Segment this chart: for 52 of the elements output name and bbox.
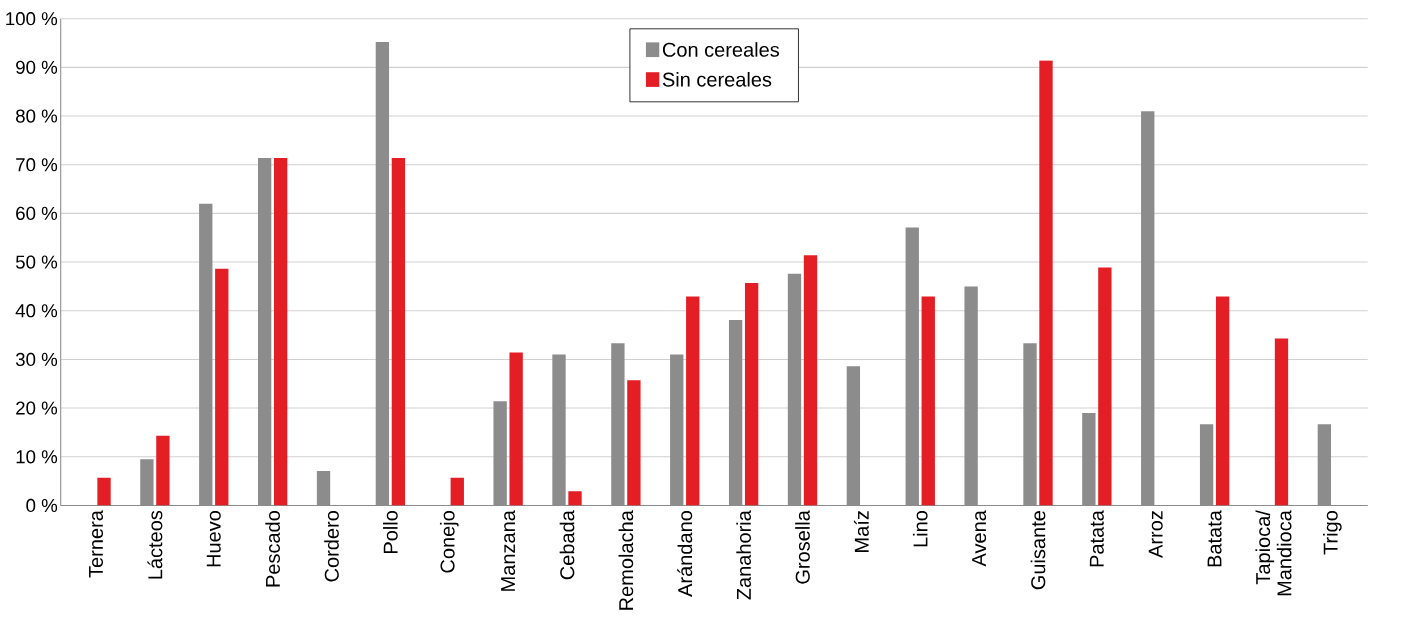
y-tick-label: 90 %	[16, 60, 58, 75]
x-tick-label: Ternera	[89, 510, 103, 578]
bar	[1039, 60, 1053, 506]
y-tick-label: 50 %	[15, 255, 58, 269]
bar	[921, 296, 935, 506]
y-tick-label: 40 %	[15, 304, 58, 318]
bar	[273, 157, 288, 506]
x-tick-label: Arroz	[1148, 511, 1163, 559]
bar	[744, 283, 759, 506]
x-tick-label: Pollo	[383, 511, 398, 554]
x-tick-label: Maíz	[853, 511, 869, 552]
x-tick-label: Zanahoria	[736, 510, 751, 600]
bar	[627, 380, 641, 506]
bar	[215, 268, 229, 506]
y-tick-label: 20 %	[16, 401, 58, 415]
x-tick-label: Manzana	[501, 510, 516, 591]
x-tick-label: Lino	[912, 511, 928, 547]
bar	[509, 352, 523, 506]
y-tick-label: 80 %	[16, 109, 58, 123]
x-tick-label: Cordero	[324, 511, 339, 582]
bar	[803, 255, 818, 506]
x-tick-label: Grosella	[795, 510, 810, 584]
x-tick-label: Conejo	[439, 511, 459, 573]
bar	[97, 477, 111, 506]
legend-label: Sin cereales	[662, 72, 772, 87]
x-tick-label: Cebada	[559, 510, 575, 580]
x-tick-label: Avena	[972, 510, 987, 567]
y-tick-label: 30 %	[15, 352, 58, 367]
bar	[686, 296, 700, 506]
x-tick-label: Patata	[1089, 510, 1104, 567]
y-tick-label: 10 %	[16, 450, 58, 464]
y-tick-label: 70 %	[16, 158, 58, 172]
x-tick-label: Trigo	[1323, 511, 1342, 555]
x-tick-label: Remolacha	[618, 510, 634, 610]
bar	[391, 157, 406, 506]
x-tick-label: Guisante	[1030, 511, 1046, 590]
x-tick-label: Tapioca/ Mandioca	[1255, 510, 1292, 596]
x-tick-label: Pescado	[265, 511, 280, 587]
y-tick-label: 60 %	[16, 206, 58, 221]
x-tick-label: Batata	[1207, 510, 1222, 567]
bar	[156, 435, 170, 506]
y-tick-label: 100 %	[6, 12, 58, 26]
bar	[450, 477, 464, 506]
x-tick-label: Huevo	[206, 511, 221, 567]
bar	[568, 491, 582, 506]
x-tick-label: Lácteos	[147, 511, 163, 579]
x-tick-label: Arándano	[677, 511, 693, 597]
legend-label: Con cereales	[662, 42, 780, 57]
bar	[1274, 338, 1289, 506]
bar	[1098, 267, 1112, 506]
bar	[1215, 296, 1230, 506]
y-tick-label: 0 %	[26, 498, 58, 513]
